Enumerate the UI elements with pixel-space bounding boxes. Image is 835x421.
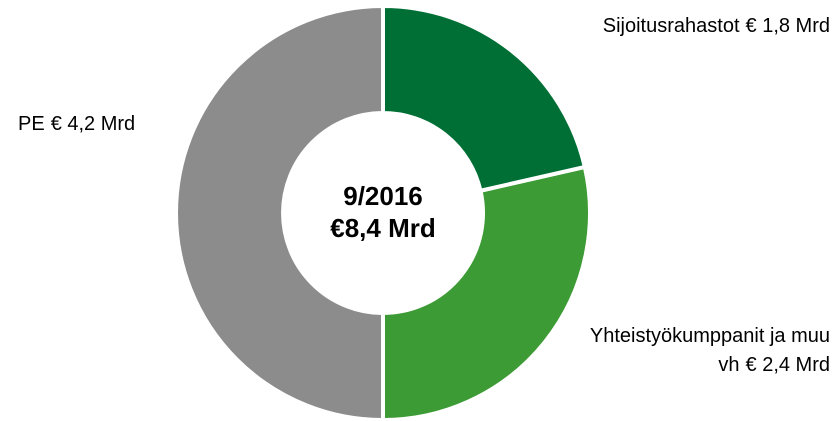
slice-label: Sijoitusrahastot € 1,8 Mrd <box>510 12 830 41</box>
value-label: € 1,8 Mrd <box>745 15 830 37</box>
donut-slice <box>381 3 588 194</box>
slice-label: PE € 4,2 Mrd <box>18 110 218 139</box>
category-label: Yhteistyökumppanit ja muu vh <box>589 325 830 376</box>
category-label: PE <box>18 113 45 135</box>
slice-label: Yhteistyökumppanit ja muu vh € 2,4 Mrd <box>578 322 830 380</box>
center-subtitle: €8,4 Mrd <box>330 213 436 243</box>
donut-slice <box>381 164 592 421</box>
donut-slice <box>174 3 385 421</box>
category-label: Sijoitusrahastot <box>602 15 740 37</box>
value-label: € 2,4 Mrd <box>745 354 830 376</box>
center-title: 9/2016 <box>343 181 423 211</box>
value-label: € 4,2 Mrd <box>50 113 136 135</box>
